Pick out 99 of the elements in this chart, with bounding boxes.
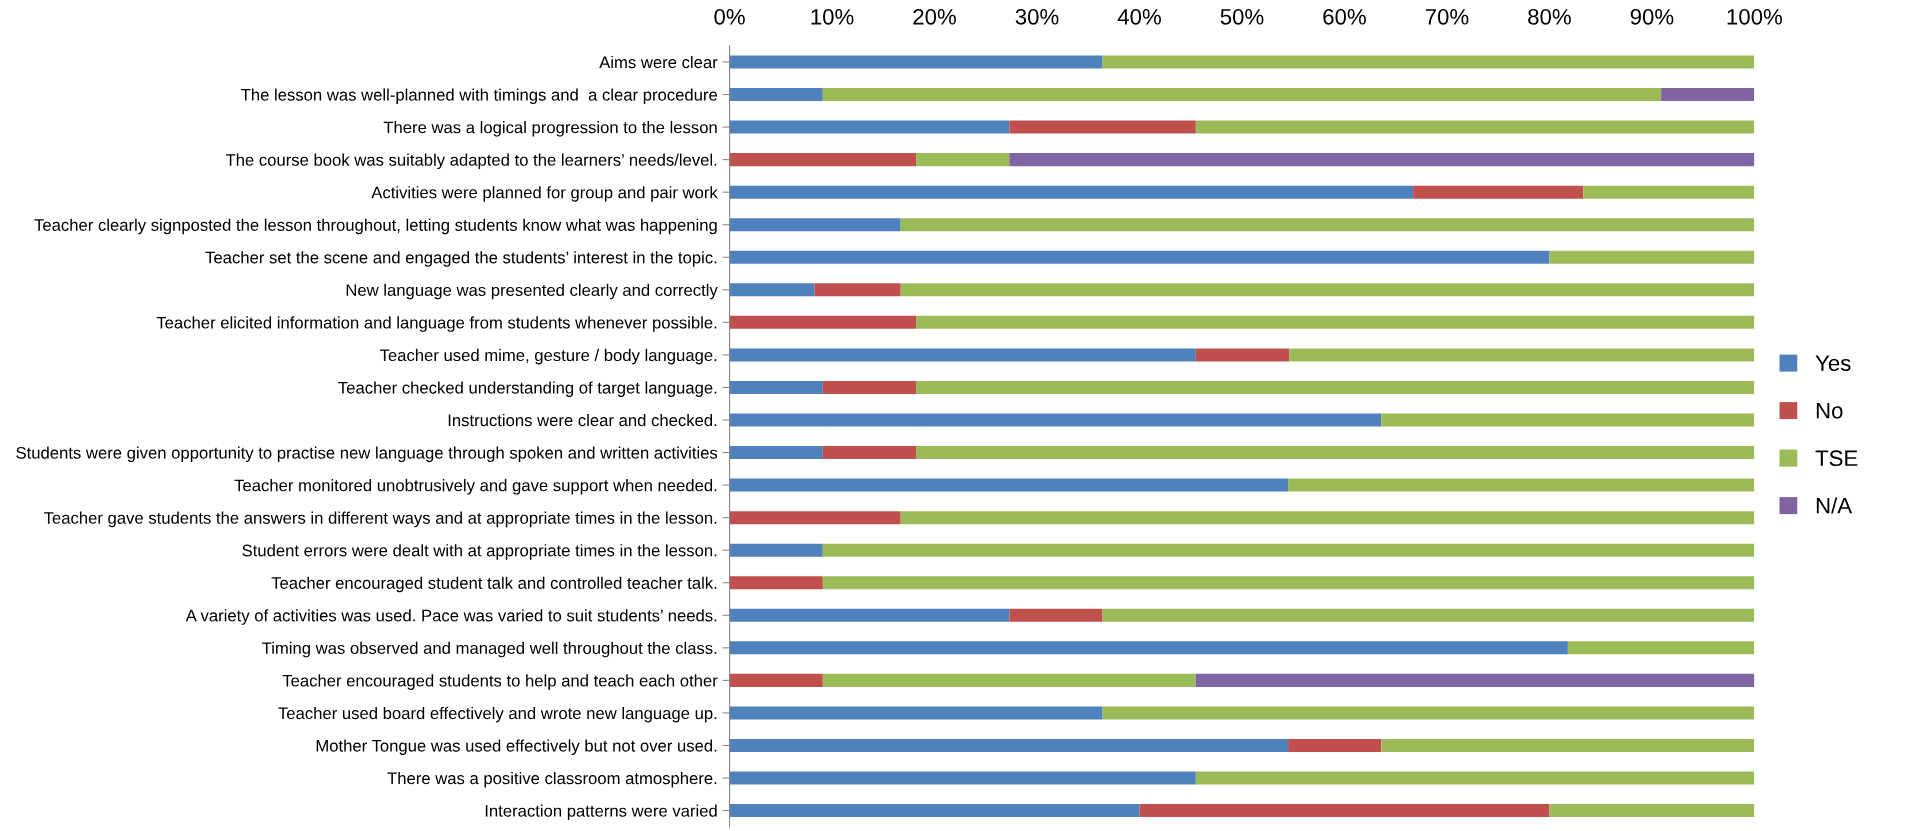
bar <box>916 380 1755 394</box>
bar <box>729 380 823 394</box>
bar <box>916 315 1755 329</box>
y-tick-label: Teacher used mime, gesture / body language. <box>379 348 717 365</box>
y-tick-label: Activities were planned for group and pair work <box>371 186 718 202</box>
bar <box>916 446 1755 460</box>
y-tick-label: Aims were clear <box>599 55 718 69</box>
bar <box>729 673 823 687</box>
bar <box>729 315 917 329</box>
bar <box>1381 413 1755 427</box>
bar <box>822 673 1196 687</box>
bar <box>900 283 1755 297</box>
y-tick-label: Student errors were dealt with at appropriate times in the lesson. <box>242 544 717 560</box>
bar <box>1009 608 1103 622</box>
bar <box>729 576 823 590</box>
bar <box>729 511 901 525</box>
bar <box>1289 348 1755 362</box>
x-tick-label: 50% <box>1220 8 1264 25</box>
y-tick-label: Teacher gave students the answers in different ways and at appropriate times in the lesson. <box>44 511 717 528</box>
y-tick-label: Teacher encouraged student talk and controlled teacher talk. <box>271 576 717 593</box>
bar <box>729 804 1140 818</box>
y-tick-label: The lesson was well-planned with timings and a clear procedure <box>241 88 718 105</box>
x-tick-label: 80% <box>1528 8 1571 25</box>
bar <box>729 413 1382 427</box>
bar <box>1567 641 1755 655</box>
x-tick-label: 40% <box>1117 8 1161 25</box>
y-tick-label: Timing was observed and managed well throughout the class. <box>262 641 717 658</box>
x-tick-label: 20% <box>913 8 956 25</box>
legend-label: N/A <box>1816 497 1853 514</box>
y-tick-label: There was a logical progression to the lesson <box>383 121 717 137</box>
y-tick-label: Interaction patterns were varied <box>485 804 717 821</box>
bar <box>729 88 823 102</box>
bar <box>1549 804 1755 818</box>
y-tick-label: Teacher used board effectively and wrote new language up. <box>278 706 717 723</box>
bar <box>1195 348 1290 362</box>
bar <box>729 608 1010 622</box>
bar <box>729 153 917 167</box>
y-tick-label: Teacher clearly signposted the lesson throughout, letting students know what was happening <box>34 218 717 235</box>
bar <box>1288 738 1382 752</box>
bar <box>729 446 823 460</box>
bar <box>1195 120 1755 134</box>
x-tick-label: 30% <box>1015 8 1059 25</box>
y-tick-label: A variety of activities was used. Pace was varied to suit students’ needs. <box>185 609 717 625</box>
y-tick-label: Teacher checked understanding of target language. <box>338 381 717 397</box>
y-tick-label: New language was presented clearly and correctly <box>346 283 718 300</box>
y-tick-label: There was a positive classroom atmosphere. <box>387 771 717 788</box>
bar <box>729 185 1414 199</box>
legend-label: No <box>1816 403 1843 419</box>
y-tick-label: Teacher set the scene and engaged the students’ interest in the topic. <box>205 251 717 267</box>
y-tick-label: Teacher encouraged students to help and teach each other <box>282 674 718 690</box>
bar <box>729 706 1103 720</box>
bar <box>1102 706 1755 720</box>
x-tick-label: 100% <box>1727 8 1782 25</box>
y-tick-label: Teacher elicited information and language from students whenever possible. <box>156 316 717 332</box>
legend-label: Yes <box>1815 355 1851 372</box>
x-tick-label: 90% <box>1630 8 1674 25</box>
bar <box>729 543 823 557</box>
bar <box>729 55 1103 69</box>
bar <box>822 380 917 394</box>
x-tick-label: 60% <box>1323 8 1366 25</box>
bar <box>729 283 815 297</box>
bar <box>1009 153 1755 167</box>
bar <box>1549 250 1755 264</box>
x-tick-label: 70% <box>1425 8 1469 25</box>
bar <box>729 478 1289 492</box>
bar <box>822 446 917 460</box>
bar <box>729 771 1196 785</box>
bar <box>822 88 1662 102</box>
bar <box>822 543 1755 557</box>
x-tick-label: 10% <box>811 8 854 25</box>
y-tick-label: Students were given opportunity to practise new language through spoken and written activities <box>16 446 718 463</box>
bar <box>1195 673 1755 687</box>
bar <box>900 511 1755 525</box>
bar <box>1288 478 1755 492</box>
bar <box>1381 738 1755 752</box>
y-tick-label: Teacher monitored unobtrusively and gave support when needed. <box>234 479 717 495</box>
bar <box>814 283 901 297</box>
bar <box>916 153 1010 167</box>
legend-label: TSE <box>1815 450 1858 467</box>
y-tick-label: The course book was suitably adapted to the learners’ needs/level. <box>225 153 717 170</box>
bar <box>1102 608 1755 622</box>
bar <box>729 120 1010 134</box>
bar <box>1413 185 1584 199</box>
bar <box>900 218 1755 232</box>
bar <box>1661 88 1755 102</box>
bar <box>1583 185 1755 199</box>
x-tick-label: 0% <box>714 8 745 25</box>
y-tick-label: Instructions were clear and checked. <box>448 413 717 427</box>
bar <box>1009 120 1196 134</box>
bar <box>729 641 1568 655</box>
bar <box>729 218 901 232</box>
y-tick-label: Mother Tongue was used effectively but not over used. <box>316 739 717 755</box>
bar <box>729 250 1550 264</box>
bar <box>1195 771 1755 785</box>
bar <box>822 576 1755 590</box>
bar <box>729 348 1196 362</box>
bar <box>1139 804 1550 818</box>
bar <box>729 738 1289 752</box>
bar <box>1102 55 1755 69</box>
